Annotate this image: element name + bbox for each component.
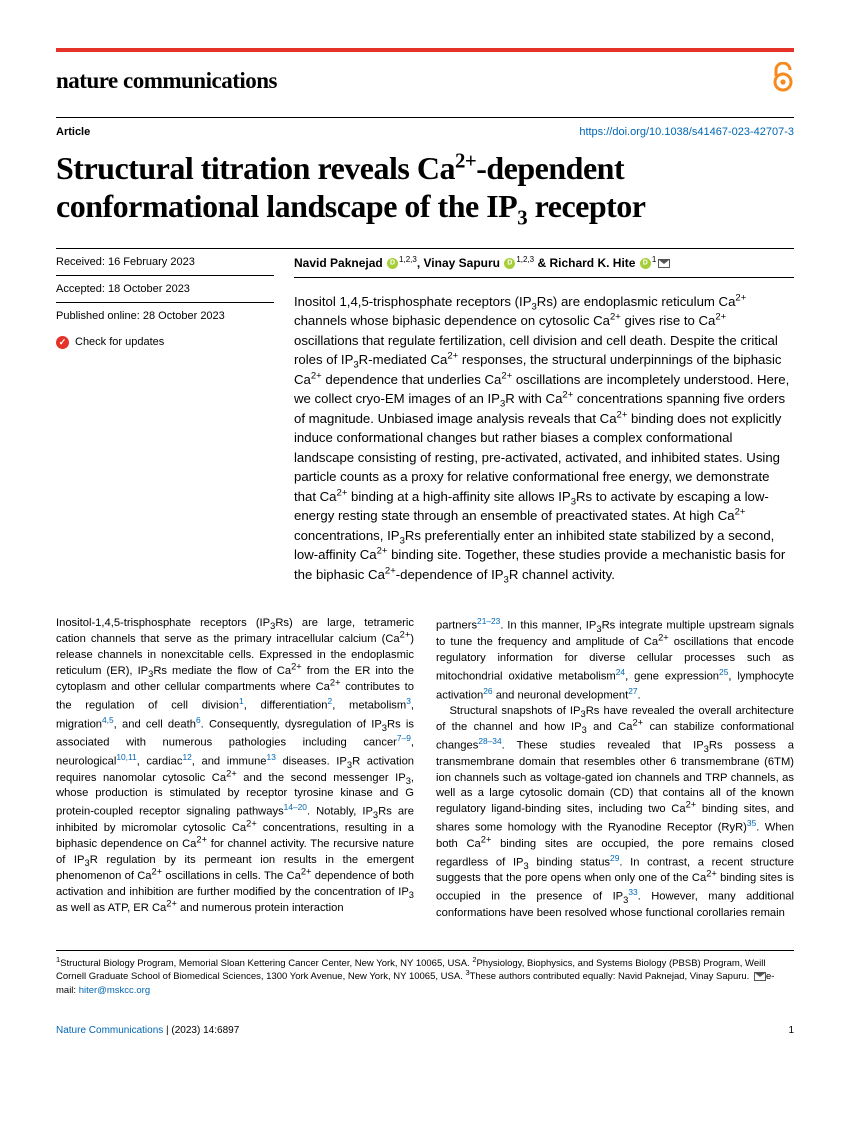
open-access-icon [772, 62, 794, 99]
article-title: Structural titration reveals Ca2+-depend… [56, 150, 794, 226]
header-rule [56, 117, 794, 118]
author-list: Navid Paknejad 1,2,3, Vinay Sapuru 1,2,3… [294, 256, 794, 278]
check-updates-label: Check for updates [75, 336, 164, 348]
body-columns: Inositol-1,4,5-trisphosphate receptors (… [56, 616, 794, 921]
article-meta-row: Article https://doi.org/10.1038/s41467-0… [56, 126, 794, 138]
accepted-date: Accepted: 18 October 2023 [56, 276, 274, 303]
body-col-1: Inositol-1,4,5-trisphosphate receptors (… [56, 616, 414, 921]
journal-ref-name: Nature Communications [56, 1025, 163, 1036]
journal-header: nature communications [56, 62, 794, 99]
journal-ref-detail: | (2023) 14:6897 [163, 1025, 239, 1036]
page-number: 1 [788, 1025, 794, 1036]
top-accent-rule [56, 48, 794, 52]
check-updates-link[interactable]: ✓ Check for updates [56, 329, 274, 349]
doi-link[interactable]: https://doi.org/10.1038/s41467-023-42707… [579, 126, 794, 138]
page-footer: Nature Communications | (2023) 14:6897 1 [56, 1025, 794, 1036]
meta-grid: Received: 16 February 2023 Accepted: 18 … [56, 248, 794, 585]
updates-icon: ✓ [56, 336, 69, 349]
received-date: Received: 16 February 2023 [56, 249, 274, 276]
body-col-2: partners21–23. In this manner, IP3Rs int… [436, 616, 794, 921]
affiliations-rule [56, 950, 794, 951]
dates-column: Received: 16 February 2023 Accepted: 18 … [56, 249, 274, 585]
affiliations: 1Structural Biology Program, Memorial Sl… [56, 957, 794, 997]
right-column: Navid Paknejad 1,2,3, Vinay Sapuru 1,2,3… [294, 249, 794, 585]
page-container: nature communications Article https://do… [0, 0, 850, 1066]
published-date: Published online: 28 October 2023 [56, 303, 274, 329]
journal-name: nature communications [56, 68, 277, 94]
article-type-label: Article [56, 126, 90, 138]
journal-reference: Nature Communications | (2023) 14:6897 [56, 1025, 239, 1036]
abstract-text: Inositol 1,4,5-trisphosphate receptors (… [294, 292, 794, 585]
